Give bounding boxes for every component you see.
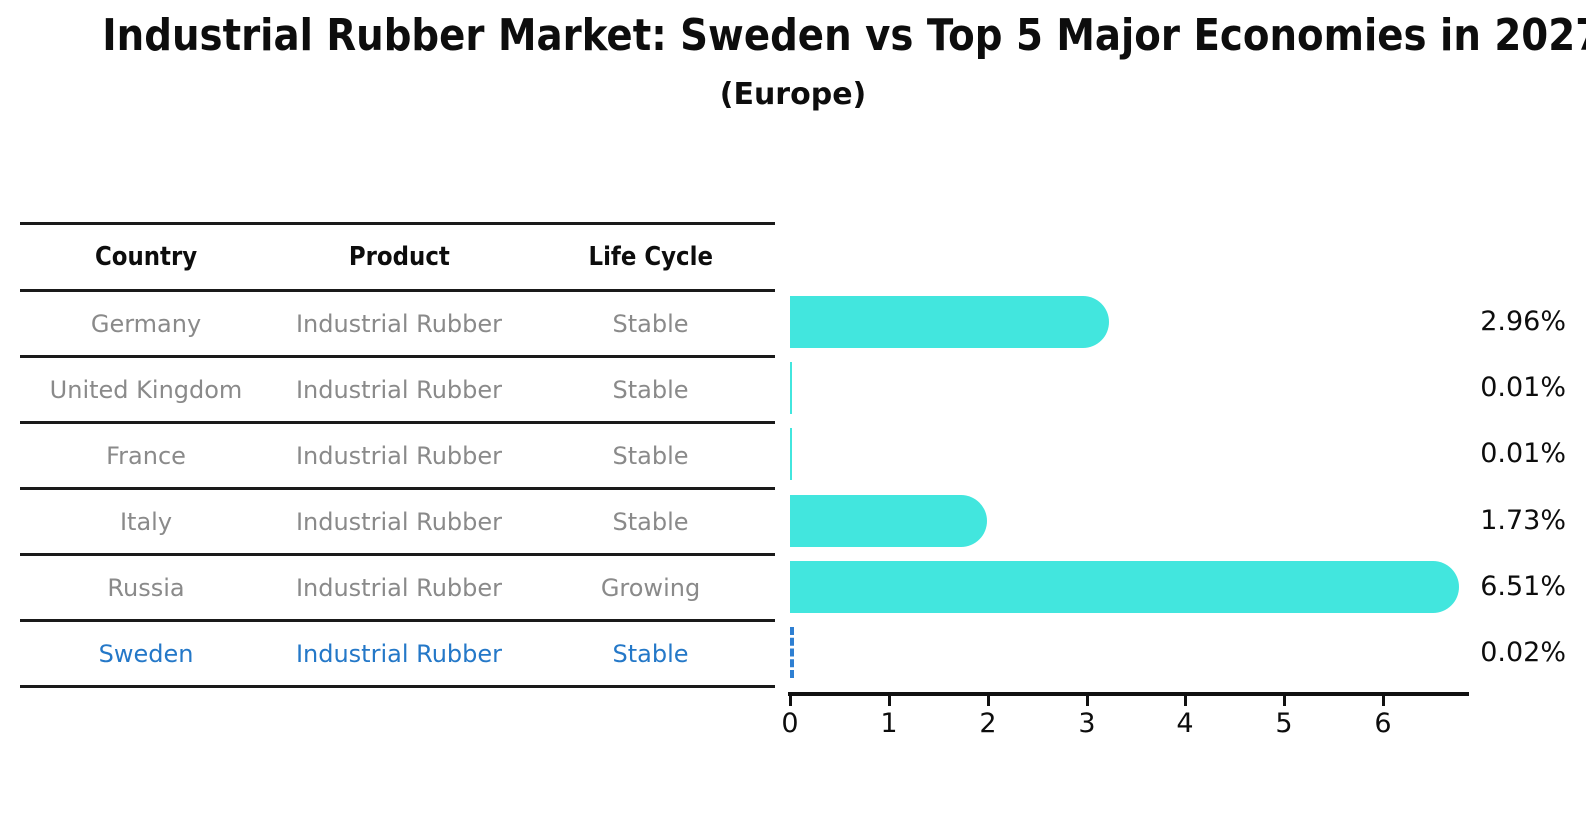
bar-value-label: 2.96% [1480,306,1566,337]
table-header-country: Country [94,242,198,272]
table-cell-country: Italy [119,507,173,536]
bar-value-label: 1.73% [1480,505,1566,536]
x-axis: 0 1 2 3 4 5 6 [781,692,1469,762]
table-row-russia: Russia Industrial Rubber Growing [20,556,775,622]
table-cell-product: Industrial Rubber [295,573,503,602]
table-cell-country: France [106,441,186,470]
bar-value-label: 0.01% [1480,438,1566,469]
x-axis-tick-label: 1 [880,708,898,739]
x-axis-line [788,692,1469,696]
table-row-sweden: Sweden Industrial Rubber Stable [20,622,775,688]
chart-title: Industrial Rubber Market: Sweden vs Top … [0,12,1586,60]
x-axis-tick-label: 2 [979,708,997,739]
bar-sweden [790,627,794,678]
chart-subtitle: (Europe) [0,78,1586,112]
country-table: Country Product Life Cycle Germany Indust… [20,222,775,688]
x-axis-tick [1283,696,1286,706]
table-row-france: France Industrial Rubber Stable [20,424,775,490]
bar-russia [790,561,1459,613]
x-axis-tick [888,696,891,706]
bar-france [790,428,792,480]
table-cell-country: Germany [90,309,202,338]
table-cell-product: Industrial Rubber [295,441,503,470]
table-cell-life-cycle: Stable [612,309,689,338]
x-axis-tick-label: 6 [1374,708,1392,739]
table-row-italy: Italy Industrial Rubber Stable [20,490,775,556]
x-axis-tick [1382,696,1385,706]
table-cell-life-cycle: Stable [612,507,689,536]
x-axis-tick-label: 0 [781,708,799,739]
table-cell-product: Industrial Rubber [295,375,503,404]
table-cell-life-cycle: Stable [612,639,689,668]
x-axis-tick-label: 5 [1275,708,1293,739]
x-axis-tick [1184,696,1187,706]
x-axis-tick [789,696,792,706]
table-header-life-cycle: Life Cycle [588,242,713,272]
table-header-row: Country Product Life Cycle [20,225,775,292]
table-cell-product: Industrial Rubber [295,507,503,536]
bar-united-kingdom [790,362,792,414]
table-body: Germany Industrial Rubber Stable United Kin… [20,292,775,688]
table-cell-life-cycle: Growing [600,573,701,602]
table-row-united-kingdom: United Kingdom Industrial Rubber Stable [20,358,775,424]
table-cell-product: Industrial Rubber [295,639,503,668]
table-cell-life-cycle: Stable [612,441,689,470]
table-cell-country: Russia [107,573,185,602]
bar-germany [790,296,1109,348]
table-row-germany: Germany Industrial Rubber Stable [20,292,775,358]
chart-title-text: Industrial Rubber Market: Sweden vs Top … [102,10,1586,61]
table-cell-country: United Kingdom [49,375,243,404]
bar-chart [790,289,1469,686]
bar-italy [790,495,987,547]
table-header-product: Product [348,242,450,272]
bar-value-label: 6.51% [1480,571,1566,602]
table-cell-life-cycle: Stable [612,375,689,404]
x-axis-tick-label: 4 [1176,708,1194,739]
x-axis-tick [1086,696,1089,706]
table-cell-country: Sweden [98,639,194,668]
bar-value-label: 0.02% [1480,637,1566,668]
x-axis-tick-label: 3 [1078,708,1096,739]
chart-subtitle-text: (Europe) [719,77,867,112]
bar-value-label: 0.01% [1480,372,1566,403]
x-axis-tick [987,696,990,706]
table-cell-product: Industrial Rubber [295,309,503,338]
